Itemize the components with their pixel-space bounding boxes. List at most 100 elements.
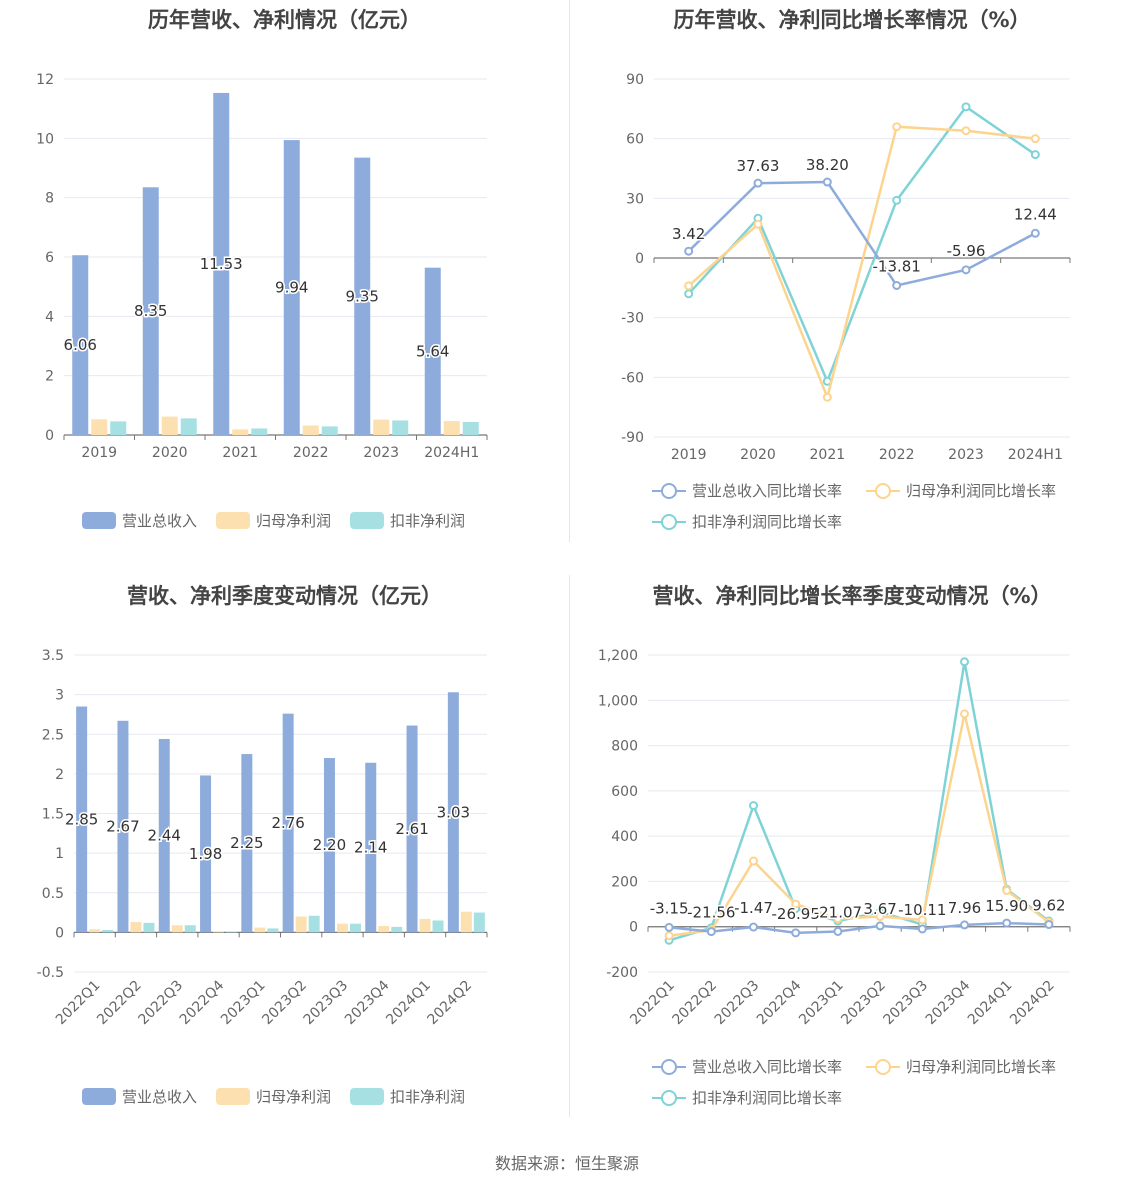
- data-label: 2.76: [271, 814, 304, 832]
- series-point: [960, 657, 969, 667]
- bar: [158, 739, 170, 933]
- y-tick-label: 0: [45, 428, 54, 444]
- bar: [323, 758, 335, 933]
- bar: [295, 916, 307, 933]
- x-tick-label: 2022Q1: [53, 978, 104, 1029]
- bar: [321, 426, 338, 435]
- legend-label: 归母净利润同比增长率: [906, 1058, 1057, 1076]
- y-tick-label: 0: [55, 925, 64, 941]
- data-label: -13.81: [872, 257, 920, 275]
- bar: [336, 923, 348, 933]
- series-point: [753, 219, 763, 229]
- y-tick-label: -90: [621, 430, 644, 446]
- legend-label: 扣非净利润: [390, 1088, 466, 1106]
- y-tick-label: 3.5: [42, 648, 64, 664]
- bar: [424, 267, 441, 435]
- legend-label: 扣非净利润: [390, 512, 466, 530]
- x-tick-label: 2024Q1: [965, 978, 1016, 1029]
- bar: [447, 692, 459, 933]
- bar: [143, 922, 155, 933]
- series-point: [961, 126, 971, 136]
- bar: [349, 923, 361, 933]
- data-label: 2.85: [65, 810, 98, 828]
- series-point: [875, 921, 885, 931]
- series-point: [1030, 150, 1040, 160]
- deducted-growth-swatch: [652, 1089, 686, 1106]
- legend-item-netprofit[interactable]: 归母净利润: [216, 510, 331, 531]
- legend-label: 营业总收入同比增长率: [692, 482, 843, 500]
- x-tick-label: 2022Q4: [754, 977, 805, 1028]
- bar: [180, 418, 197, 435]
- y-tick-label: 0: [629, 920, 638, 936]
- legend-label: 营业总收入: [122, 1088, 198, 1106]
- quarterly-revenue-profit-panel: 营收、净利季度变动情况（亿元） -0.5 0 0.5 1 1.5 2 2.5 3 3.5 2022…: [0, 570, 569, 1130]
- x-tick-label: 2022Q1: [627, 978, 678, 1029]
- x-tick-label: 2023Q2: [259, 978, 310, 1029]
- deducted-swatch: [350, 512, 384, 529]
- bar: [443, 421, 460, 435]
- bar: [432, 920, 444, 933]
- data-label: 6.06: [64, 336, 97, 354]
- netprofit-swatch: [216, 512, 250, 529]
- series-point: [1002, 885, 1012, 895]
- y-tick-label: 1,200: [598, 648, 638, 664]
- legend-item-revenue[interactable]: 营业总收入: [82, 1086, 197, 1107]
- y-tick-label: 30: [626, 191, 644, 207]
- data-label: 8.35: [134, 302, 167, 320]
- legend-item-deducted-growth[interactable]: 扣非净利润同比增长率: [652, 511, 842, 532]
- x-tick-label: 2022Q2: [94, 978, 145, 1029]
- legend-label: 扣非净利润同比增长率: [692, 513, 843, 531]
- bar: [91, 419, 108, 435]
- series-point: [960, 920, 969, 930]
- series-point: [791, 899, 801, 909]
- bar: [130, 922, 142, 933]
- series-point: [684, 246, 694, 256]
- legend-item-netprofit[interactable]: 归母净利润: [216, 1086, 331, 1107]
- bar: [462, 421, 479, 435]
- series-point: [1030, 134, 1040, 144]
- legend-item-deducted[interactable]: 扣非净利润: [350, 1086, 465, 1107]
- bar: [460, 911, 472, 933]
- legend-item-deducted-growth[interactable]: 扣非净利润同比增长率: [652, 1087, 842, 1108]
- data-label: -10.11: [898, 901, 946, 919]
- bar: [354, 157, 371, 435]
- series-point: [1044, 920, 1054, 930]
- y-tick-label: 600: [611, 784, 638, 800]
- bar: [241, 754, 253, 933]
- bar: [102, 929, 114, 933]
- data-label: 9.94: [275, 279, 308, 297]
- y-tick-label: 10: [36, 131, 54, 147]
- y-tick-label: 90: [626, 72, 644, 88]
- legend-item-revenue[interactable]: 营业总收入: [82, 510, 197, 531]
- x-tick-label: 2019: [671, 447, 707, 463]
- y-tick-label: 1.5: [42, 807, 64, 823]
- deducted-growth-swatch: [652, 513, 686, 530]
- x-tick-label: 2020: [152, 445, 188, 461]
- x-tick-label: 2020: [740, 447, 776, 463]
- quarterly-growth-chart: -20002004006008001,0001,2002022Q12022Q22…: [598, 648, 1071, 1029]
- legend-item-revenue-growth[interactable]: 营业总收入同比增长率: [652, 1056, 842, 1077]
- x-tick-label: 2022Q3: [135, 978, 186, 1029]
- legend-item-netprofit-growth[interactable]: 归母净利润同比增长率: [866, 1056, 1056, 1077]
- bar: [161, 416, 178, 435]
- bar: [213, 931, 225, 933]
- series-point: [892, 195, 902, 205]
- series-point: [833, 926, 843, 936]
- netprofit-growth-swatch: [866, 482, 900, 499]
- data-label: -3.15: [650, 899, 689, 917]
- legend-item-deducted[interactable]: 扣非净利润: [350, 510, 465, 531]
- legend-item-netprofit-growth[interactable]: 归母净利润同比增长率: [866, 480, 1056, 501]
- x-tick-label: 2022: [879, 447, 915, 463]
- data-label: 2.44: [148, 827, 181, 845]
- bar: [373, 419, 390, 435]
- y-tick-label: 4: [45, 309, 54, 325]
- data-label: 3.03: [437, 803, 470, 821]
- y-tick-label: 12: [36, 72, 54, 88]
- series-point: [684, 289, 694, 299]
- data-label: 3.42: [672, 225, 705, 243]
- deducted-swatch: [350, 1088, 384, 1105]
- series-point: [684, 281, 694, 291]
- legend-item-revenue-growth[interactable]: 营业总收入同比增长率: [652, 480, 842, 501]
- series-point: [892, 122, 902, 132]
- bar: [72, 255, 89, 435]
